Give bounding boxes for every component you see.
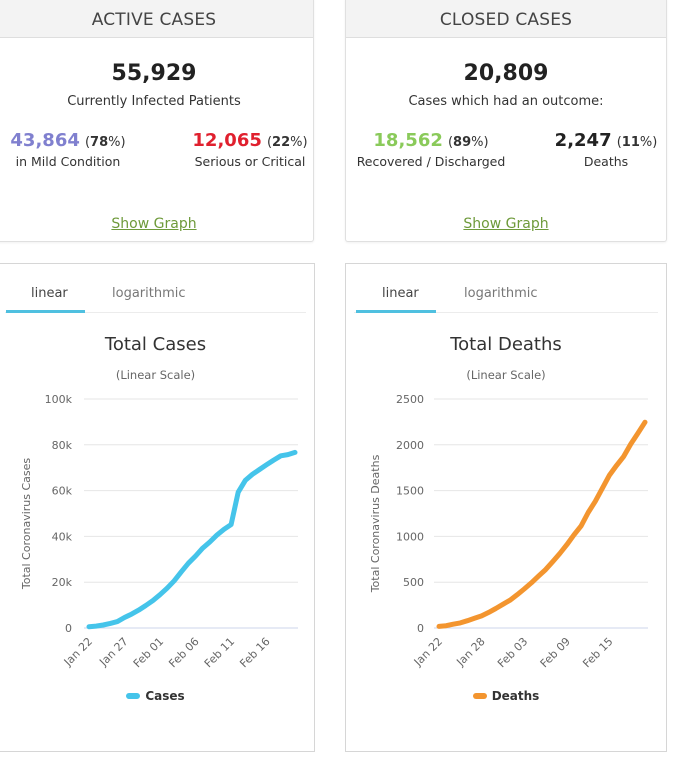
- mild-pct: (78%): [84, 135, 126, 150]
- x-tick-label: Feb 15: [580, 635, 615, 670]
- chart-title: Total Cases: [104, 334, 207, 355]
- serious-pct: (22%): [266, 135, 308, 150]
- y-tick-label: 80k: [52, 439, 73, 452]
- x-tick-label: Feb 11: [202, 635, 237, 670]
- closed-cases-panel: CLOSED CASES 20,809 Cases which had an o…: [345, 0, 667, 242]
- total-cases-chart: 0 20k 40k 60k 80k 100k Total Coronavirus Cases…: [20, 393, 298, 670]
- tab-linear[interactable]: linear: [31, 286, 68, 301]
- mild-label: in Mild Condition: [15, 154, 121, 169]
- recovered-label: Recovered / Discharged: [356, 154, 506, 169]
- tab-logarithmic[interactable]: logarithmic: [112, 286, 186, 301]
- active-cases-total: 55,929: [111, 61, 197, 86]
- y-tick-label: 40k: [52, 530, 73, 543]
- total-cases-chart-panel: linear logarithmic Total Cases (Linear S…: [0, 263, 315, 752]
- closed-cases-total: 20,809: [463, 61, 549, 86]
- y-tick-label: 60k: [52, 485, 73, 498]
- recovered-stat: 18,562 (89%) Recovered / Discharged: [356, 130, 506, 169]
- active-tab-indicator: [6, 310, 85, 313]
- x-tick-label: Feb 01: [131, 635, 166, 670]
- deaths-label: Deaths: [583, 154, 629, 169]
- y-tick-label: 100k: [45, 393, 73, 406]
- x-tick-label: Jan 22: [411, 635, 445, 669]
- deaths-scale-tabs: linear logarithmic: [354, 264, 658, 313]
- chart-legend[interactable]: Deaths: [346, 689, 666, 703]
- x-tick-label: Feb 16: [237, 635, 272, 670]
- y-axis-label: Total Coronavirus Cases: [20, 458, 33, 591]
- series-line-cases[interactable]: [86, 449, 298, 630]
- y-tick-label: 20k: [52, 576, 73, 589]
- y-tick-label: 1500: [396, 485, 424, 498]
- recovered-pct: (89%): [447, 135, 489, 150]
- chart-legend[interactable]: Cases: [0, 689, 314, 703]
- serious-label: Serious or Critical: [194, 154, 306, 169]
- closed-cases-total-label: Cases which had an outcome:: [408, 94, 604, 109]
- x-tick-label: Jan 22: [61, 635, 95, 669]
- deaths-value: 2,247: [554, 130, 612, 151]
- legend-swatch-cases: [126, 692, 141, 699]
- chart-title: Total Deaths: [450, 334, 562, 355]
- active-show-graph-link[interactable]: Show Graph: [111, 216, 197, 232]
- mild-condition-stat: 43,864 (78%) in Mild Condition: [3, 130, 133, 169]
- y-tick-label: 2500: [396, 393, 424, 406]
- active-cases-header: ACTIVE CASES: [0, 0, 313, 38]
- tab-logarithmic[interactable]: logarithmic: [464, 286, 538, 301]
- tab-linear[interactable]: linear: [382, 286, 419, 301]
- active-cases-total-label: Currently Infected Patients: [67, 94, 241, 109]
- recovered-value: 18,562: [373, 130, 443, 151]
- y-tick-label: 1000: [396, 530, 424, 543]
- x-tick-label: Feb 09: [538, 635, 573, 670]
- x-tick-label: Jan 28: [453, 635, 487, 669]
- legend-label: Deaths: [491, 689, 540, 703]
- serious-condition-stat: 12,065 (22%) Serious or Critical: [185, 130, 315, 169]
- deaths-stat: 2,247 (11%) Deaths: [551, 130, 661, 169]
- x-tick-label: Feb 03: [495, 635, 530, 670]
- deaths-pct: (11%): [616, 135, 658, 150]
- active-tab-indicator: [356, 310, 436, 313]
- closed-show-graph-link[interactable]: Show Graph: [463, 216, 549, 232]
- y-tick-label: 0: [417, 622, 424, 635]
- x-tick-label: Jan 27: [96, 635, 130, 669]
- total-deaths-chart: 0 500 1000 1500 2000 2500 Total Coronavirus De…: [369, 393, 648, 670]
- y-tick-label: 2000: [396, 439, 424, 452]
- y-tick-label: 0: [65, 622, 72, 635]
- mild-value: 43,864: [10, 130, 80, 151]
- active-cases-panel: ACTIVE CASES 55,929 Currently Infected P…: [0, 0, 314, 242]
- legend-label: Cases: [145, 689, 185, 703]
- legend-swatch-deaths: [472, 692, 487, 699]
- serious-value: 12,065: [192, 130, 262, 151]
- y-tick-label: 500: [403, 576, 424, 589]
- chart-subtitle: (Linear Scale): [115, 368, 196, 382]
- closed-cases-header: CLOSED CASES: [346, 0, 666, 38]
- chart-subtitle: (Linear Scale): [466, 368, 546, 382]
- y-axis-label: Total Coronavirus Deaths: [369, 454, 382, 593]
- series-line-deaths[interactable]: [436, 419, 648, 629]
- x-tick-label: Feb 06: [166, 635, 201, 670]
- cases-scale-tabs: linear logarithmic: [5, 264, 306, 313]
- total-deaths-chart-panel: linear logarithmic Total Deaths (Linear …: [345, 263, 667, 752]
